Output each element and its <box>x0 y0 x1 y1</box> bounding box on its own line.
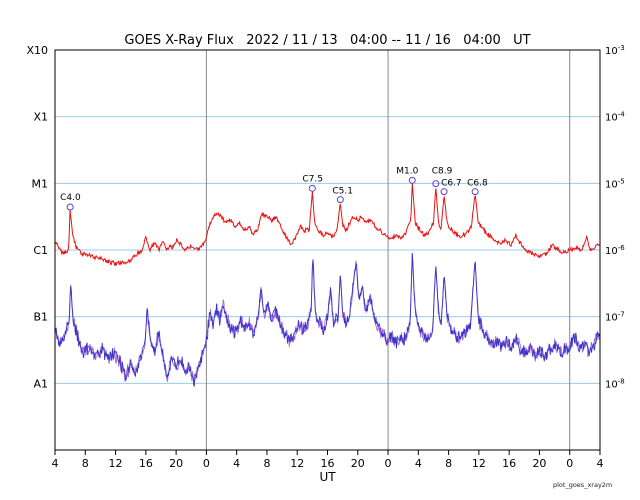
flare-label: C5.1 <box>332 187 353 197</box>
x-tick-label: 20 <box>532 457 546 470</box>
flare-label: C6.7 <box>441 179 462 189</box>
flare-peak-marker <box>440 188 448 196</box>
x-tick-label: 8 <box>82 457 89 470</box>
x-tick-label: 16 <box>502 457 516 470</box>
x-tick-label: 16 <box>139 457 153 470</box>
y-axis-flux-label: 10-3 <box>605 44 625 57</box>
x-tick-label: 8 <box>445 457 452 470</box>
flare-peak-marker <box>471 188 479 196</box>
x-tick-label: 4 <box>233 457 240 470</box>
x-axis-title: UT <box>319 470 336 484</box>
x-tick-label: 16 <box>321 457 335 470</box>
y-axis-class-label: B1 <box>33 311 48 324</box>
x-tick-label: 8 <box>263 457 270 470</box>
flare-peak-marker <box>308 184 316 192</box>
y-axis-flux-label: 10-8 <box>605 377 625 390</box>
x-tick-label: 20 <box>351 457 365 470</box>
x-tick-label: 12 <box>290 457 304 470</box>
xray-trace-short <box>54 252 601 387</box>
x-tick-label: 12 <box>472 457 486 470</box>
flare-label: C8.9 <box>432 167 453 177</box>
y-axis-class-label: X10 <box>26 44 48 57</box>
flare-peak-marker <box>408 176 416 184</box>
x-tick-label: 0 <box>203 457 210 470</box>
flare-peak-marker <box>66 203 74 211</box>
flare-label: C7.5 <box>302 174 323 184</box>
y-axis-class-label: M1 <box>32 177 49 190</box>
plot-script-label: plot_goes_xray2m <box>553 481 613 489</box>
y-axis-class-label: A1 <box>33 377 48 390</box>
y-axis-flux-label: 10-5 <box>605 177 625 190</box>
x-tick-label: 4 <box>597 457 604 470</box>
flare-peak-marker <box>336 196 344 204</box>
flare-peak-marker <box>432 180 440 188</box>
x-tick-label: 4 <box>52 457 59 470</box>
y-axis-class-label: C1 <box>33 244 48 257</box>
y-axis-flux-label: 10-6 <box>605 244 625 257</box>
x-tick-label: 4 <box>415 457 422 470</box>
x-tick-label: 0 <box>566 457 573 470</box>
x-tick-label: 20 <box>169 457 183 470</box>
flare-label: C4.0 <box>60 193 81 203</box>
flare-label: M1.0 <box>396 166 418 176</box>
chart-title: GOES X-Ray Flux 2022 / 11 / 13 04:00 -- … <box>124 33 531 48</box>
xray-trace-long <box>54 183 601 266</box>
y-axis-class-label: X1 <box>33 111 48 124</box>
y-axis-flux-label: 10-7 <box>605 311 625 324</box>
flare-label: C6.8 <box>467 179 488 189</box>
x-tick-label: 12 <box>109 457 123 470</box>
y-axis-flux-label: 10-4 <box>605 111 625 124</box>
x-tick-label: 0 <box>385 457 392 470</box>
